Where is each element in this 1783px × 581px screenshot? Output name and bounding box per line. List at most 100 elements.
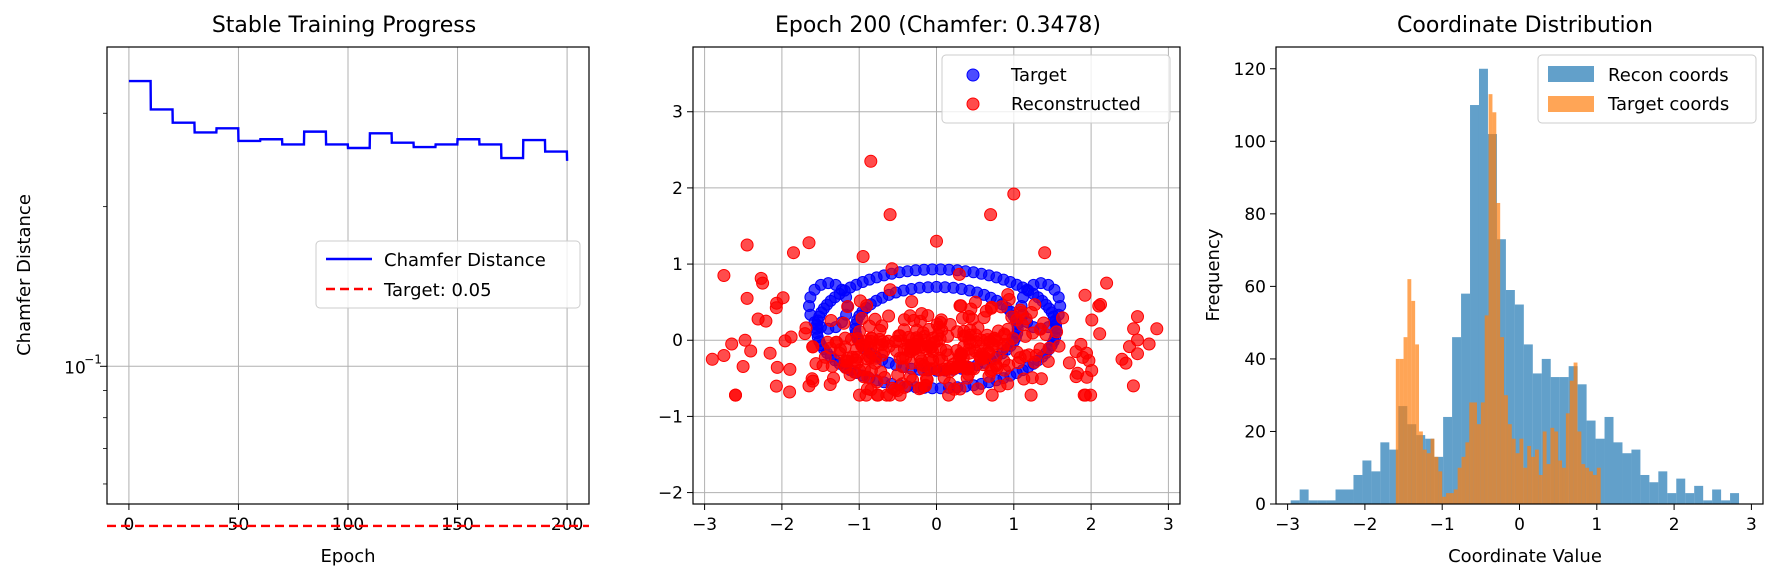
series-line-chamfer — [128, 79, 569, 161]
recon-histogram-bar — [1353, 474, 1363, 504]
legend-label-recon: Recon coords — [1608, 65, 1729, 86]
y-tick-label: 0 — [672, 331, 683, 351]
target-histogram-bar — [1415, 344, 1420, 504]
target-histogram-bar — [1442, 496, 1447, 504]
x-tick-label: 200 — [551, 515, 583, 535]
reconstructed-point — [738, 333, 752, 347]
reconstructed-point — [756, 276, 770, 290]
reconstructed-point — [930, 234, 943, 248]
reconstructed-point — [1069, 370, 1083, 384]
target-histogram-bar — [1550, 427, 1555, 504]
recon-histogram-bar — [1290, 500, 1300, 504]
target-histogram-bar — [1395, 358, 1400, 504]
recon-histogram-bar — [1326, 500, 1336, 504]
reconstructed-point — [960, 371, 974, 385]
recon-histogram-bar — [1622, 453, 1632, 504]
reconstructed-point — [885, 262, 899, 276]
reconstructed-point — [799, 321, 813, 335]
recon-histogram-bar — [1308, 500, 1318, 504]
reconstructed-point — [889, 335, 903, 348]
target-histogram-bar — [1565, 413, 1570, 504]
x-tick-label: 3 — [1163, 515, 1174, 535]
reconstructed-point — [806, 340, 820, 354]
reconstructed-point — [930, 317, 944, 331]
reconstructed-point — [740, 238, 754, 252]
reconstructed-point — [717, 269, 731, 282]
target-histogram-bar — [1585, 467, 1590, 504]
chart-title-3: Coordinate Distribution — [1397, 13, 1653, 38]
reconstructed-point — [896, 351, 910, 365]
reconstructed-point — [988, 351, 1002, 365]
reconstructed-point — [862, 349, 876, 363]
reconstructed-point — [763, 346, 777, 360]
reconstructed-point — [1005, 310, 1019, 324]
reconstructed-point — [1092, 299, 1106, 313]
legend-marker-target — [966, 68, 980, 82]
recon-histogram-bar — [1640, 474, 1650, 504]
reconstructed-point — [1126, 379, 1140, 393]
reconstructed-point — [856, 250, 870, 263]
reconstructed-point — [917, 329, 931, 343]
recon-histogram-bar — [1344, 489, 1354, 504]
reconstructed-point — [897, 323, 911, 337]
reconstructed-point — [873, 324, 887, 337]
reconstructed-point — [1038, 246, 1052, 260]
target-histogram-bar — [1569, 380, 1574, 504]
target-histogram-bar — [1538, 474, 1543, 504]
reconstructed-point — [1002, 293, 1016, 306]
reconstructed-point — [845, 332, 858, 346]
reconstructed-point — [1007, 187, 1021, 201]
recon-histogram-bar — [1452, 337, 1462, 504]
reconstructed-point — [1085, 364, 1099, 377]
reconstructed-point — [952, 267, 966, 281]
reconstructed-point — [843, 368, 857, 382]
reconstructed-point — [725, 337, 739, 351]
reconstructed-point — [1050, 325, 1064, 339]
reconstructed-point — [770, 296, 784, 310]
legend-marker-reconstructed — [966, 97, 980, 111]
reconstructed-point — [751, 312, 765, 326]
reconstructed-point — [979, 304, 993, 318]
reconstructed-point — [1085, 313, 1099, 327]
reconstructed-point — [1131, 310, 1144, 324]
recon-histogram-bar — [1443, 416, 1453, 504]
reconstructed-point — [983, 335, 997, 348]
reconstructed-point — [769, 379, 783, 393]
target-histogram-bar — [1504, 395, 1508, 504]
recon-histogram-bar — [1559, 377, 1569, 504]
reconstructed-point — [838, 358, 851, 372]
x-tick-label: −3 — [692, 515, 717, 535]
recon-histogram-bar — [1335, 489, 1345, 504]
panel-scatter: Epoch 200 (Chamfer: 0.3478) −3 −2 −1 0 1 2 3 −2… — [658, 13, 1181, 535]
target-histogram-bar — [1573, 362, 1578, 504]
reconstructed-point — [1017, 372, 1031, 386]
recon-histogram-bar — [1389, 449, 1399, 504]
recon-histogram-bar — [1380, 442, 1390, 504]
target-histogram-bar — [1446, 493, 1450, 504]
reconstructed-point — [885, 381, 899, 395]
target-histogram-bar — [1438, 471, 1443, 504]
x-axis-label-3: Coordinate Value — [1448, 546, 1602, 567]
x-tick-label: −2 — [769, 515, 794, 535]
target-histogram-bar — [1515, 453, 1520, 504]
target-histogram-bar — [1419, 431, 1423, 504]
target-histogram-bar — [1527, 445, 1532, 504]
reconstructed-point — [787, 246, 800, 260]
target-histogram-bar — [1426, 453, 1431, 504]
recon-histogram-bar — [1613, 442, 1623, 504]
reconstructed-point — [870, 375, 884, 389]
target-histogram-bar — [1546, 464, 1551, 504]
reconstructed-point — [964, 302, 978, 316]
reconstructed-point — [1006, 332, 1020, 345]
reconstructed-point — [744, 344, 758, 358]
target-histogram-bar — [1519, 438, 1524, 504]
target-histogram-bar — [1592, 474, 1597, 504]
x-tick-label: 2 — [1669, 515, 1680, 535]
recon-histogram-bar — [1299, 489, 1309, 504]
recon-histogram-bar — [1667, 493, 1677, 504]
reconstructed-point — [802, 379, 816, 393]
recon-histogram-bar — [1523, 344, 1533, 504]
legend-1: Chamfer Distance Target: 0.05 — [315, 240, 581, 309]
y-tick-label: −1 — [658, 407, 683, 427]
reconstructed-point — [1018, 329, 1032, 343]
